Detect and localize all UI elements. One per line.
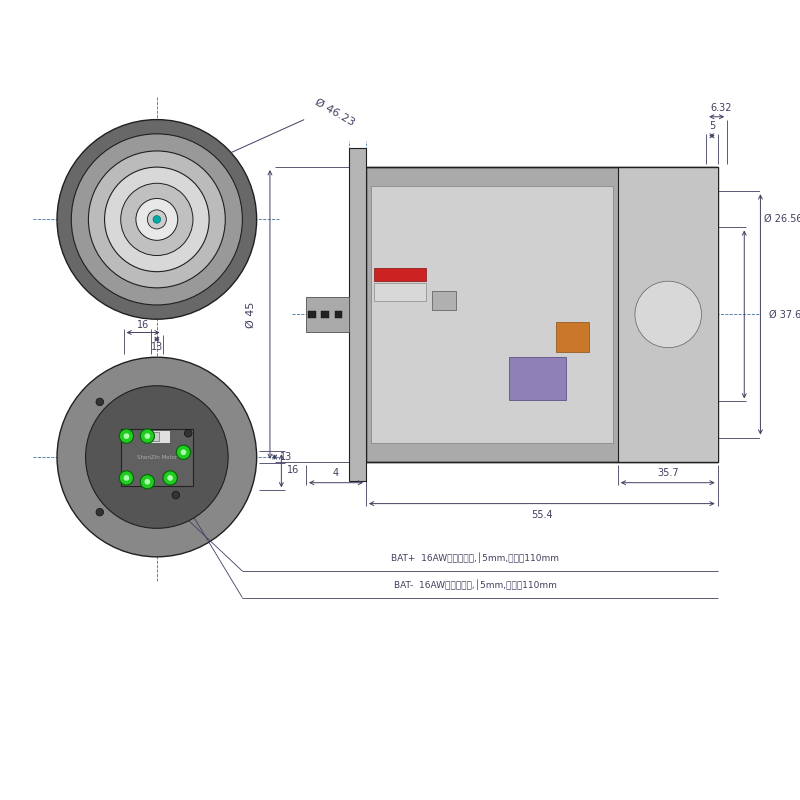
Text: BAT+  16AW红色端款线,│5mm,浸渴长110mm: BAT+ 16AW红色端款线,│5mm,浸渴长110mm: [391, 553, 559, 563]
Circle shape: [181, 450, 186, 455]
Circle shape: [176, 445, 190, 459]
Bar: [370, 186, 613, 442]
Bar: [374, 268, 426, 281]
Circle shape: [145, 434, 150, 439]
Text: 6.32: 6.32: [710, 103, 732, 113]
Circle shape: [163, 471, 178, 485]
Text: BAT-  16AW黑色端款线,│5mm,浸渴长110mm: BAT- 16AW黑色端款线,│5mm,浸渴长110mm: [394, 579, 557, 590]
Text: 5: 5: [709, 122, 715, 131]
Bar: [366, 167, 718, 462]
Bar: [143, 430, 170, 442]
Bar: [121, 429, 193, 486]
Circle shape: [96, 508, 104, 516]
Text: 13: 13: [280, 452, 292, 462]
Circle shape: [136, 198, 178, 240]
Circle shape: [71, 134, 242, 305]
Text: 55.4: 55.4: [531, 510, 553, 520]
Text: 4: 4: [333, 468, 339, 478]
Circle shape: [105, 167, 209, 272]
Circle shape: [172, 491, 180, 499]
Circle shape: [57, 358, 257, 557]
Circle shape: [119, 471, 134, 485]
Text: Ø 26.56: Ø 26.56: [764, 214, 800, 224]
Bar: [147, 432, 158, 441]
Circle shape: [153, 215, 161, 223]
Circle shape: [140, 474, 154, 489]
Bar: [556, 322, 590, 353]
Bar: [509, 358, 566, 400]
Text: 16: 16: [286, 466, 299, 475]
Text: Ø 37.6: Ø 37.6: [769, 310, 800, 319]
Bar: [374, 283, 426, 301]
Circle shape: [185, 430, 192, 437]
Circle shape: [147, 210, 166, 229]
Bar: [618, 167, 718, 462]
Bar: [334, 310, 342, 318]
Circle shape: [635, 281, 702, 348]
Circle shape: [57, 119, 257, 319]
Circle shape: [167, 475, 173, 481]
Circle shape: [119, 429, 134, 443]
Bar: [349, 148, 366, 481]
Bar: [433, 290, 456, 310]
Circle shape: [145, 479, 150, 485]
Text: 16: 16: [138, 320, 150, 330]
Circle shape: [123, 434, 130, 439]
Bar: [322, 310, 329, 318]
Text: Ø 46.23: Ø 46.23: [313, 97, 356, 127]
Bar: [306, 298, 349, 331]
Circle shape: [140, 429, 154, 443]
Circle shape: [121, 183, 193, 255]
Text: ShenZIn Motor: ShenZIn Motor: [137, 454, 177, 459]
Circle shape: [96, 398, 104, 406]
Circle shape: [123, 475, 130, 481]
Circle shape: [88, 151, 226, 288]
Text: Ø 45: Ø 45: [246, 302, 256, 328]
Bar: [308, 310, 315, 318]
Text: 35.7: 35.7: [657, 468, 678, 478]
Circle shape: [86, 386, 228, 528]
Text: 13: 13: [150, 342, 163, 352]
